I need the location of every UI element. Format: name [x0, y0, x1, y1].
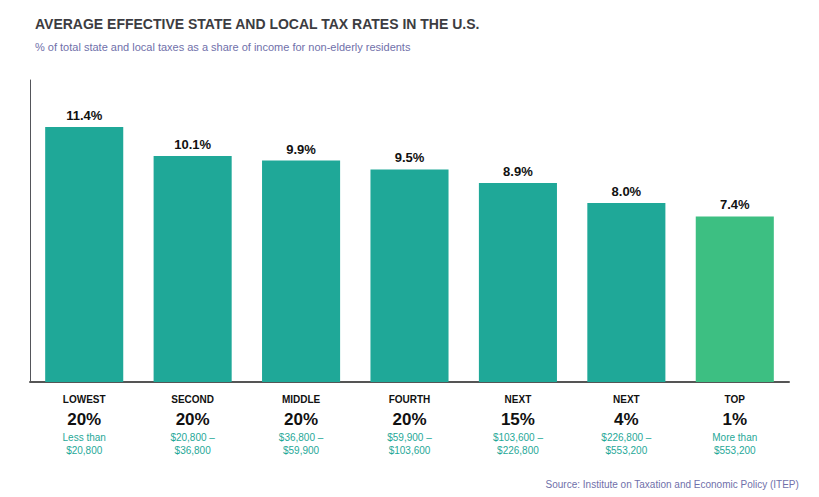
svg-text:10.1%: 10.1% [174, 137, 211, 152]
svg-text:$226,800: $226,800 [497, 445, 539, 456]
svg-text:20%: 20% [176, 410, 210, 429]
svg-text:FOURTH: FOURTH [389, 394, 431, 405]
svg-text:11.4%: 11.4% [66, 108, 103, 123]
svg-text:$59,900 –: $59,900 – [387, 432, 432, 443]
svg-text:NEXT: NEXT [505, 394, 532, 405]
svg-text:$36,800: $36,800 [175, 445, 212, 456]
svg-text:$103,600 –: $103,600 – [493, 432, 543, 443]
svg-text:Source: Institute on Taxation: Source: Institute on Taxation and Econom… [546, 479, 799, 490]
svg-text:Less than: Less than [63, 432, 106, 443]
svg-text:$226,800 –: $226,800 – [601, 432, 651, 443]
svg-text:$553,200: $553,200 [605, 445, 647, 456]
svg-text:% of total state and local tax: % of total state and local taxes as a sh… [35, 41, 411, 53]
svg-text:20%: 20% [284, 410, 318, 429]
svg-text:NEXT: NEXT [613, 394, 640, 405]
svg-text:$553,200: $553,200 [714, 445, 756, 456]
svg-text:8.9%: 8.9% [503, 164, 533, 179]
svg-text:$20,800 –: $20,800 – [170, 432, 215, 443]
svg-text:20%: 20% [67, 410, 101, 429]
svg-text:4%: 4% [614, 410, 639, 429]
svg-text:7.4%: 7.4% [720, 197, 750, 212]
svg-text:AVERAGE EFFECTIVE STATE AND LO: AVERAGE EFFECTIVE STATE AND LOCAL TAX RA… [35, 16, 479, 32]
svg-text:$36,800 –: $36,800 – [279, 432, 324, 443]
svg-text:LOWEST: LOWEST [63, 394, 106, 405]
svg-text:1%: 1% [722, 410, 747, 429]
svg-text:9.9%: 9.9% [286, 142, 316, 157]
svg-text:$103,600: $103,600 [389, 445, 431, 456]
svg-text:More than: More than [712, 432, 757, 443]
svg-text:$59,900: $59,900 [283, 445, 320, 456]
svg-text:8.0%: 8.0% [612, 184, 642, 199]
svg-text:9.5%: 9.5% [395, 150, 425, 165]
svg-text:TOP: TOP [725, 394, 746, 405]
svg-text:$20,800: $20,800 [66, 445, 103, 456]
svg-text:MIDDLE: MIDDLE [282, 394, 321, 405]
svg-text:20%: 20% [392, 410, 426, 429]
svg-text:SECOND: SECOND [171, 394, 214, 405]
svg-text:15%: 15% [501, 410, 535, 429]
